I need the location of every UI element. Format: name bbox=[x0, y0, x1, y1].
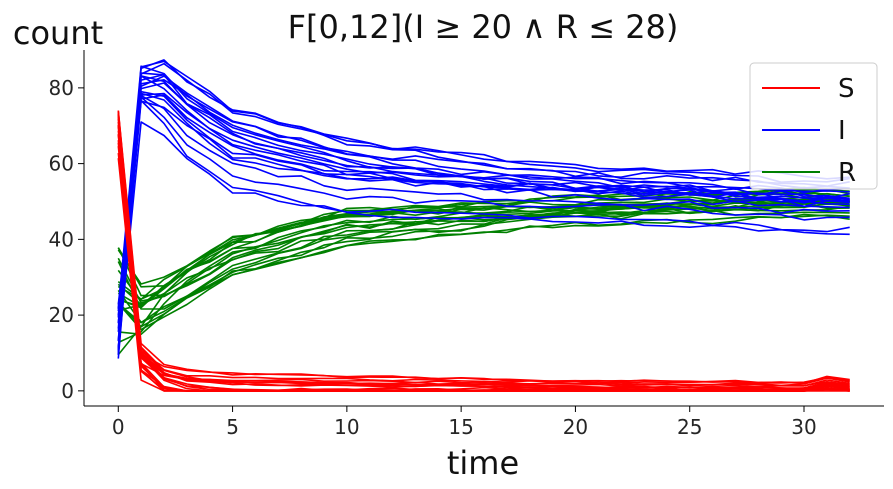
legend-label-s: S bbox=[838, 74, 855, 104]
trajectory-r bbox=[117, 192, 850, 301]
trajectory-i bbox=[117, 60, 850, 341]
y-tick-label: 80 bbox=[49, 76, 74, 100]
plot-lines bbox=[117, 59, 850, 392]
trajectory-i bbox=[117, 90, 850, 332]
trajectory-i bbox=[117, 72, 850, 318]
legend: S I R bbox=[749, 62, 878, 190]
trajectory-i bbox=[117, 75, 850, 359]
x-tick-label: 5 bbox=[226, 415, 239, 439]
trajectory-i bbox=[117, 100, 850, 351]
trajectory-i bbox=[117, 96, 850, 309]
x-tick-label: 20 bbox=[563, 415, 588, 439]
legend-label-i: I bbox=[838, 116, 846, 146]
trajectory-i bbox=[117, 94, 850, 348]
trajectory-r bbox=[117, 205, 850, 310]
trajectory-s bbox=[117, 117, 850, 391]
trajectory-s bbox=[117, 125, 850, 384]
y-tick-label: 0 bbox=[61, 379, 74, 403]
x-tick-label: 25 bbox=[677, 415, 702, 439]
trajectory-i bbox=[117, 59, 850, 329]
y-axis-title: count bbox=[13, 14, 103, 52]
trajectory-s bbox=[117, 126, 850, 388]
trajectory-i bbox=[117, 94, 850, 324]
trajectory-i bbox=[117, 75, 850, 312]
legend-box bbox=[749, 62, 878, 190]
series-i bbox=[117, 59, 850, 359]
trajectory-s bbox=[117, 114, 850, 392]
x-axis-title: time bbox=[447, 444, 519, 482]
y-tick-label: 40 bbox=[49, 227, 74, 251]
x-tick-label: 0 bbox=[112, 415, 125, 439]
legend-label-r: R bbox=[838, 158, 856, 188]
x-tick-label: 15 bbox=[448, 415, 473, 439]
ticks: 0 5 10 15 20 25 30 0 20 40 60 80 bbox=[49, 76, 817, 439]
x-tick-label: 30 bbox=[791, 415, 816, 439]
y-tick-label: 60 bbox=[49, 152, 74, 176]
x-tick-label: 10 bbox=[334, 415, 359, 439]
axes bbox=[83, 50, 884, 407]
trajectory-i bbox=[117, 121, 850, 352]
y-tick-label: 20 bbox=[49, 303, 74, 327]
trajectory-r bbox=[117, 213, 850, 324]
chart-title: F[0,12](I ≥ 20 ∧ R ≤ 28) bbox=[288, 8, 679, 46]
series-s bbox=[117, 110, 850, 392]
trajectory-s bbox=[117, 110, 850, 385]
trajectory-i bbox=[117, 99, 850, 305]
series-r bbox=[117, 186, 850, 356]
